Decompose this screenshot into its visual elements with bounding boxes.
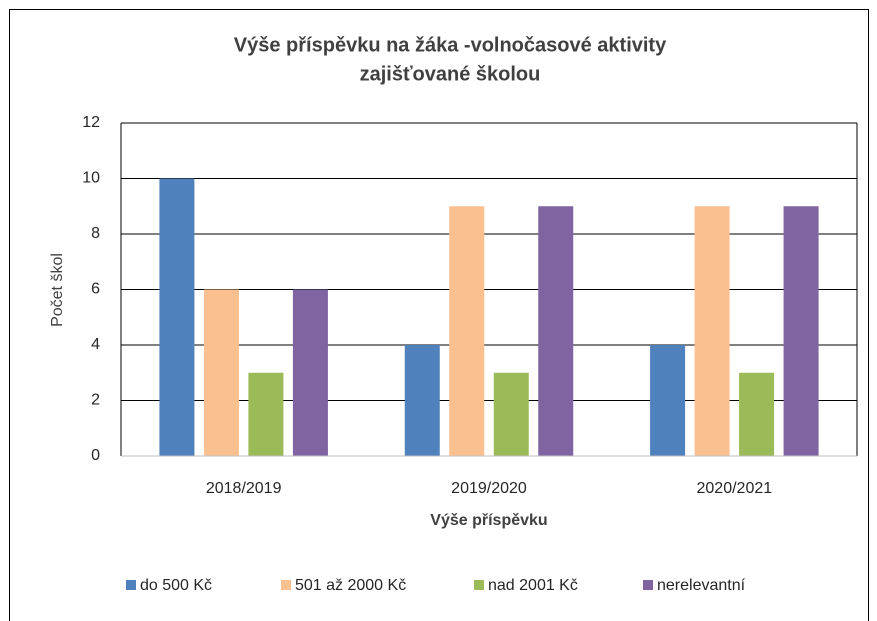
bar [739, 372, 775, 456]
legend-swatch [126, 580, 136, 590]
x-tick-label: 2020/2021 [697, 480, 773, 497]
x-tick-label: 2019/2020 [451, 480, 527, 497]
y-tick-label: 6 [91, 281, 100, 298]
bar [203, 289, 239, 456]
bar [493, 372, 529, 456]
y-tick-label: 8 [91, 225, 100, 242]
bar [292, 289, 328, 456]
y-axis-label: Počet škol [49, 253, 66, 327]
legend-label: nerelevantní [657, 577, 746, 594]
legend-label: do 500 Kč [140, 577, 212, 594]
chart-border [9, 9, 869, 621]
legend-swatch [281, 580, 291, 590]
chart-title: zajišťované školou [360, 63, 541, 85]
x-axis-label: Výše příspěvku [430, 512, 547, 529]
bar [248, 372, 284, 456]
y-tick-label: 12 [82, 114, 100, 131]
legend-label: nad 2001 Kč [488, 577, 578, 594]
bar [783, 206, 819, 456]
bar [449, 206, 485, 456]
bar [159, 178, 195, 456]
y-tick-label: 0 [91, 447, 100, 464]
bar [694, 206, 730, 456]
y-tick-label: 4 [91, 336, 100, 353]
y-tick-label: 2 [91, 392, 100, 409]
x-tick-label: 2018/2019 [206, 480, 282, 497]
legend-swatch [643, 580, 653, 590]
chart-title: Výše příspěvku na žáka -volnočasové akti… [234, 34, 667, 56]
bar [404, 345, 440, 456]
bar [650, 345, 686, 456]
bar [538, 206, 574, 456]
legend-swatch [474, 580, 484, 590]
legend-label: 501 až 2000 Kč [295, 577, 406, 594]
y-tick-label: 10 [82, 170, 100, 187]
